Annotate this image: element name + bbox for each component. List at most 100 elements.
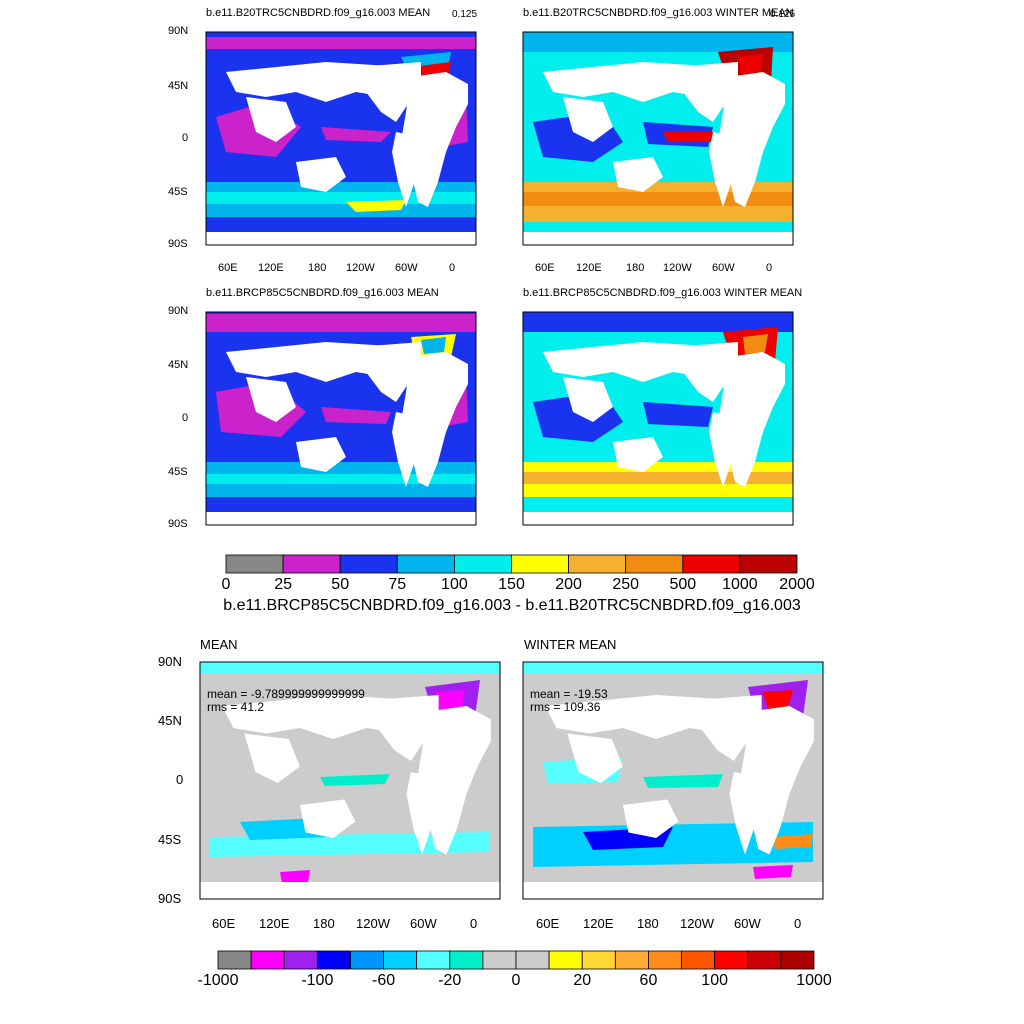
colorbar-bottom-swatch	[681, 950, 716, 970]
lon-label-180: 180	[626, 262, 645, 274]
panel-title-mid-right: b.e11.BRCP85C5CNBDRD.f09_g16.003 WINTER …	[523, 287, 803, 299]
map-panel-top-right	[523, 32, 793, 247]
colorbar-bottom-label: 20	[573, 972, 592, 989]
colorbar-top-label: 0	[221, 576, 231, 593]
colorbar-top-swatch	[453, 554, 512, 574]
lon-label-60e: 60E	[536, 916, 560, 931]
colorbar-bottom-label: 100	[701, 972, 729, 989]
diff-right-mean: mean = -19.53	[530, 687, 608, 701]
lon-label-60e: 60E	[535, 262, 555, 274]
colorbar-bottom-swatch	[747, 950, 782, 970]
lat-label-45n: 45N	[168, 80, 189, 92]
diff-right-rms: rms = 109.36	[530, 700, 601, 714]
panel-corner-top-right: 0.125	[770, 9, 796, 20]
lat-label-45s: 45S	[168, 466, 188, 478]
lat-label-90s: 90S	[168, 238, 188, 250]
lat-label-0: 0	[176, 772, 184, 787]
panel-title-top-right: b.e11.B20TRC5CNBDRD.f09_g16.003 WINTER M…	[523, 7, 794, 19]
lat-label-0: 0	[182, 132, 189, 144]
colorbar-bottom-swatch	[780, 950, 815, 970]
colorbar-top	[225, 554, 798, 574]
lon-label-120e: 120E	[576, 262, 602, 274]
lat-label-45s: 45S	[158, 832, 182, 847]
map-panel-top-left	[206, 32, 476, 247]
colorbar-bottom-swatch	[515, 950, 550, 970]
map-panel-diff-left	[200, 662, 500, 899]
lon-label-120w: 120W	[680, 916, 714, 931]
lat-label-90s: 90S	[158, 891, 182, 906]
panel-title-top-left: b.e11.B20TRC5CNBDRD.f09_g16.003 MEAN	[206, 7, 431, 19]
colorbar-top-label: 250	[612, 576, 640, 593]
colorbar-bottom-swatch	[482, 950, 517, 970]
lon-label-60e: 60E	[212, 916, 236, 931]
lon-label-60w: 60W	[734, 916, 761, 931]
diff-left-rms: rms = 41.2	[207, 700, 265, 714]
colorbar-bottom-swatch	[217, 950, 252, 970]
lon-label-120w: 120W	[663, 262, 692, 274]
lon-label-120e: 120E	[258, 262, 284, 274]
lon-label-120e: 120E	[583, 916, 614, 931]
colorbar-bottom-swatch	[581, 950, 616, 970]
colorbar-bottom	[217, 950, 815, 970]
colorbar-bottom-label: 60	[639, 972, 658, 989]
lon-label-60e: 60E	[218, 262, 238, 274]
colorbar-top-label: 75	[388, 576, 407, 593]
colorbar-top-label: 150	[498, 576, 525, 593]
lat-label-90n: 90N	[168, 25, 189, 37]
colorbar-top-label: 50	[331, 576, 350, 593]
colorbar-top-swatch	[225, 554, 284, 574]
colorbar-bottom-swatch	[316, 950, 351, 970]
colorbar-top-label: 100	[441, 576, 468, 593]
lon-label-120w: 120W	[346, 262, 375, 274]
lon-label-60w: 60W	[395, 262, 418, 274]
colorbar-bottom-label: 0	[511, 972, 521, 989]
colorbar-top-swatch	[396, 554, 455, 574]
colorbar-top-swatch	[625, 554, 684, 574]
colorbar-bottom-swatch	[548, 950, 583, 970]
colorbar-top-label: 500	[669, 576, 697, 593]
colorbar-bottom-swatch	[250, 950, 285, 970]
colorbar-bottom-label: 1000	[796, 972, 832, 989]
colorbar-top-swatch	[682, 554, 741, 574]
colorbar-top-label: 200	[555, 576, 582, 593]
panel-title-mid-left: b.e11.BRCP85C5CNBDRD.f09_g16.003 MEAN	[206, 287, 439, 299]
panel-title-diff-right: WINTER MEAN	[524, 637, 617, 652]
map-panel-diff-right	[523, 662, 823, 899]
colorbar-bottom-label: -100	[301, 972, 334, 989]
colorbar-bottom-swatch	[283, 950, 318, 970]
colorbar-bottom-swatch	[648, 950, 682, 970]
lat-label-0: 0	[182, 412, 189, 424]
panel-corner-top-left: 0.125	[452, 9, 478, 20]
lon-label-60w: 60W	[410, 916, 437, 931]
colorbar-top-label: 2000	[779, 576, 815, 593]
colorbar-bottom-swatch	[614, 950, 649, 970]
lon-label-180: 180	[308, 262, 327, 274]
lon-label-120w: 120W	[356, 916, 390, 931]
colorbar-bottom-label: -60	[371, 972, 396, 989]
panel-frames	[199, 31, 824, 900]
diff-left-mean: mean = -9.789999999999999	[207, 687, 365, 701]
difference-title: b.e11.BRCP85C5CNBDRD.f09_g16.003 - b.e11…	[223, 597, 801, 614]
panel-title-diff-left: MEAN	[200, 637, 238, 652]
colorbar-top-swatch	[739, 554, 798, 574]
map-panel-mid-left	[206, 312, 476, 527]
lat-label-45n: 45N	[158, 713, 182, 728]
lon-label-0: 0	[449, 262, 456, 274]
colorbar-bottom-swatch	[350, 950, 384, 970]
map-panel-mid-right	[523, 312, 793, 527]
colorbar-top-swatch	[282, 554, 341, 574]
lon-label-0: 0	[470, 916, 478, 931]
lon-label-180: 180	[313, 916, 335, 931]
lon-label-120e: 120E	[259, 916, 290, 931]
colorbar-top-label: 1000	[722, 576, 758, 593]
colorbar-top-swatch	[568, 554, 627, 574]
colorbar-top-swatch	[339, 554, 398, 574]
lat-label-90n: 90N	[158, 654, 182, 669]
colorbar-bottom-swatch	[416, 950, 451, 970]
colorbar-bottom-label: -20	[438, 972, 462, 989]
colorbar-bottom-label: -1000	[197, 972, 239, 989]
colorbar-bottom-swatch	[714, 950, 749, 970]
lon-label-0: 0	[766, 262, 773, 274]
colorbar-top-swatch	[511, 554, 569, 574]
